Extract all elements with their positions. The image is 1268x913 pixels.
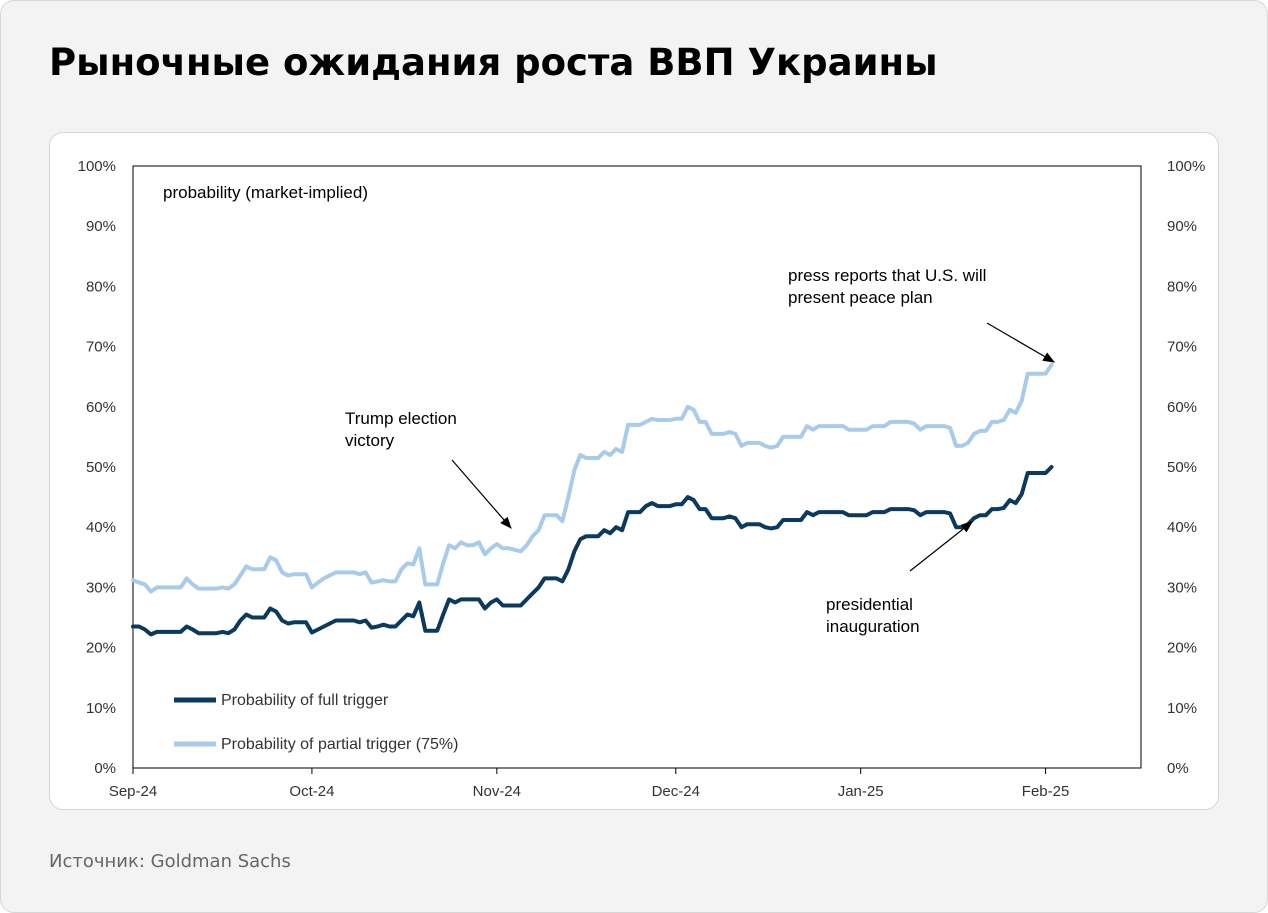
y-tick-label-right: 70%	[1167, 339, 1197, 356]
plot-frame	[132, 165, 1142, 769]
source-note: Источник: Goldman Sachs	[49, 851, 291, 872]
y-tick-label-left: 100%	[78, 158, 116, 175]
y-tick-label-right: 80%	[1167, 278, 1197, 295]
x-tick-label: Nov-24	[473, 783, 521, 800]
y-tick-label-right: 100%	[1167, 158, 1205, 175]
panel-label: probability (market-implied)	[163, 183, 368, 202]
x-tick-label: Oct-24	[289, 783, 334, 800]
arrow-election	[451, 459, 512, 529]
y-tick-label-left: 60%	[86, 399, 116, 416]
annotation-inauguration: presidential inauguration	[826, 595, 920, 636]
y-ticks-left: 0% 10% 20% 30% 40% 50% 60% 70% 80% 90% 100%	[78, 158, 116, 777]
y-tick-label-left: 0%	[94, 760, 116, 777]
x-tick-label: Dec-24	[652, 783, 700, 800]
series-layer	[131, 362, 1054, 637]
x-tick-label: Sep-24	[109, 783, 157, 800]
x-tick-label: Feb-25	[1022, 783, 1070, 800]
series-line-full-trigger	[131, 465, 1054, 637]
annotations: Trump election victory press reports tha…	[345, 266, 1056, 636]
page-title: Рыночные ожидания роста ВВП Украины	[49, 41, 938, 84]
y-tick-label-right: 40%	[1167, 519, 1197, 536]
series-line-partial-trigger	[131, 362, 1054, 594]
y-tick-label-right: 0%	[1167, 760, 1189, 777]
annotation-peace-plan: press reports that U.S. will present pea…	[788, 266, 991, 307]
legend: Probability of full trigger Probability …	[174, 692, 458, 753]
y-tick-label-left: 70%	[86, 339, 116, 356]
chart-panel	[49, 132, 1219, 810]
y-tick-label-right: 30%	[1167, 579, 1197, 596]
y-tick-label-right: 90%	[1167, 218, 1197, 235]
y-tick-label-left: 40%	[86, 519, 116, 536]
y-tick-label-right: 10%	[1167, 700, 1197, 717]
y-tick-label-right: 50%	[1167, 459, 1197, 476]
y-tick-label-left: 80%	[86, 278, 116, 295]
y-ticks-right: 0% 10% 20% 30% 40% 50% 60% 70% 80% 90% 100%	[1167, 158, 1205, 777]
y-tick-label-left: 90%	[86, 218, 116, 235]
y-tick-label-right: 60%	[1167, 399, 1197, 416]
legend-label-full: Probability of full trigger	[221, 692, 389, 709]
annotation-election: Trump election victory	[345, 409, 462, 450]
y-tick-label-left: 20%	[86, 640, 116, 657]
y-tick-label-left: 10%	[86, 700, 116, 717]
y-tick-label-left: 50%	[86, 459, 116, 476]
x-tick-label: Jan-25	[838, 783, 884, 800]
y-tick-label-left: 30%	[86, 579, 116, 596]
x-ticks: Sep-24 Oct-24 Nov-24 Dec-24 Jan-25 Feb-25	[109, 768, 1070, 800]
legend-label-partial: Probability of partial trigger (75%)	[221, 736, 458, 753]
arrow-peace-plan	[986, 322, 1056, 363]
y-tick-label-right: 20%	[1167, 640, 1197, 657]
arrow-inauguration	[909, 521, 973, 572]
